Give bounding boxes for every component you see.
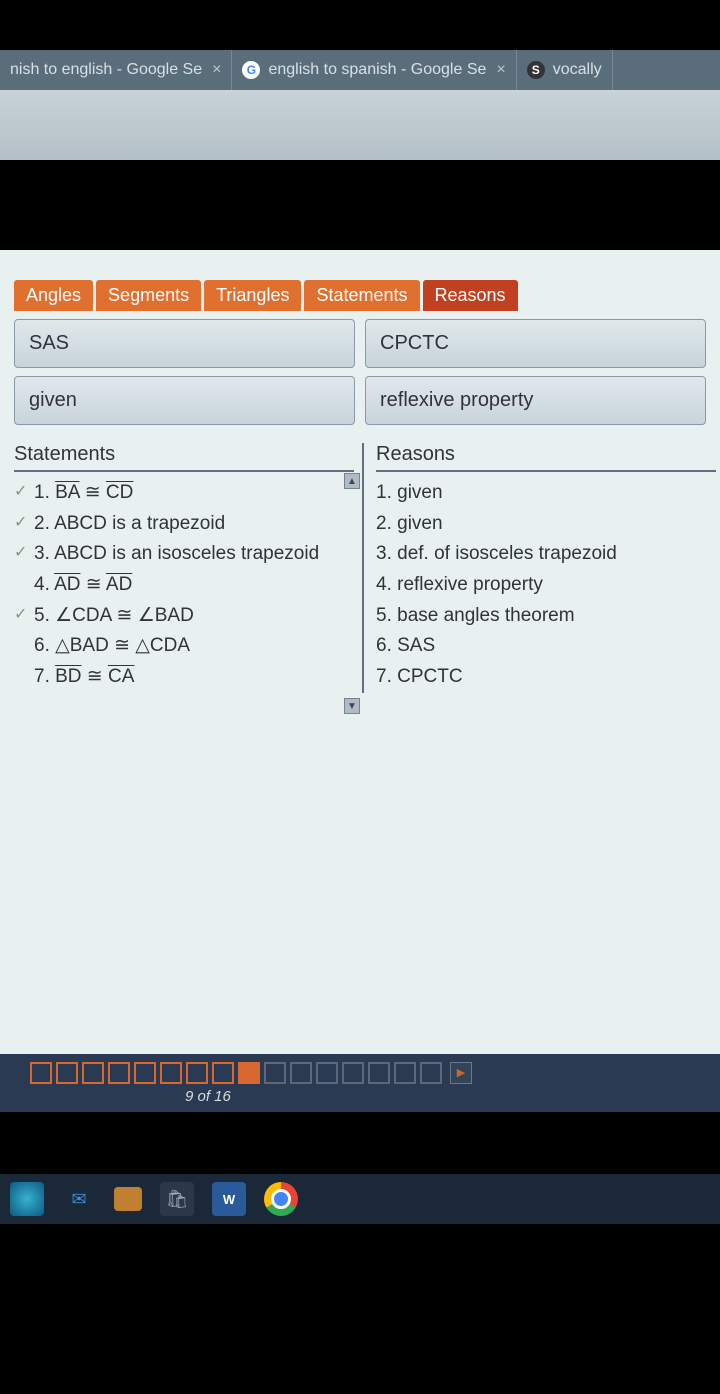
statement-text: 3. ABCD is an isosceles trapezoid xyxy=(34,542,354,567)
statement-text: 5. ∠CDA ≅ ∠BAD xyxy=(34,604,354,629)
site-favicon-icon: S xyxy=(527,61,545,79)
reason-row[interactable]: 7. CPCTC xyxy=(376,662,716,693)
statement-row[interactable]: ✓1. BA ≅ CD xyxy=(14,478,354,509)
reason-row[interactable]: 4. reflexive property xyxy=(376,570,716,601)
statements-header: Statements xyxy=(14,443,354,472)
check-icon: ✓ xyxy=(14,481,34,501)
store-icon[interactable]: 🛍 xyxy=(160,1182,194,1216)
check-icon: ✓ xyxy=(14,604,34,624)
progress-square-16[interactable] xyxy=(420,1062,442,1084)
tab-title: vocally xyxy=(553,61,602,79)
check-icon: ✓ xyxy=(14,542,34,562)
progress-square-10[interactable] xyxy=(264,1062,286,1084)
progress-square-3[interactable] xyxy=(82,1062,104,1084)
browser-tab-2[interactable]: S vocally xyxy=(517,50,613,90)
statement-row[interactable]: 4. AD ≅ AD xyxy=(14,570,354,601)
mail-icon[interactable]: ✉ xyxy=(62,1182,96,1216)
reason-text: 5. base angles theorem xyxy=(376,604,716,629)
reason-row[interactable]: 5. base angles theorem xyxy=(376,601,716,632)
tab-title: nish to english - Google Se xyxy=(10,61,202,79)
chrome-icon[interactable] xyxy=(264,1182,298,1216)
reason-text: 2. given xyxy=(376,512,716,537)
progress-square-9[interactable] xyxy=(238,1062,260,1084)
statement-text: 6. △BAD ≅ △CDA xyxy=(34,634,354,659)
progress-square-8[interactable] xyxy=(212,1062,234,1084)
progress-square-6[interactable] xyxy=(160,1062,182,1084)
progress-square-7[interactable] xyxy=(186,1062,208,1084)
browser-tab-strip: nish to english - Google Se × G english … xyxy=(0,50,720,90)
statement-text: 1. BA ≅ CD xyxy=(34,481,354,506)
option-row-1: SAS CPCTC xyxy=(0,311,720,368)
category-tabs: Angles Segments Triangles Statements Rea… xyxy=(0,250,720,311)
progress-square-15[interactable] xyxy=(394,1062,416,1084)
statements-column: Statements ✓1. BA ≅ CD✓2. ABCD is a trap… xyxy=(14,443,364,693)
progress-square-4[interactable] xyxy=(108,1062,130,1084)
statement-text: 7. BD ≅ CA xyxy=(34,665,354,690)
reason-text: 1. given xyxy=(376,481,716,506)
tab-title: english to spanish - Google Se xyxy=(268,61,486,79)
progress-square-5[interactable] xyxy=(134,1062,156,1084)
tab-segments[interactable]: Segments xyxy=(96,280,201,311)
windows-taskbar: ✉ 🛍 W xyxy=(0,1174,720,1224)
reason-text: 3. def. of isosceles trapezoid xyxy=(376,542,716,567)
statement-row[interactable]: ✓2. ABCD is a trapezoid xyxy=(14,509,354,540)
option-cpctc[interactable]: CPCTC xyxy=(365,319,706,368)
statement-text: 2. ABCD is a trapezoid xyxy=(34,512,354,537)
scroll-down-icon[interactable]: ▼ xyxy=(344,698,360,714)
check-icon: ✓ xyxy=(14,512,34,532)
statement-row[interactable]: ✓3. ABCD is an isosceles trapezoid xyxy=(14,539,354,570)
progress-square-12[interactable] xyxy=(316,1062,338,1084)
word-icon[interactable]: W xyxy=(212,1182,246,1216)
progress-nav: ▶ 9 of 16 xyxy=(0,1054,720,1112)
progress-square-13[interactable] xyxy=(342,1062,364,1084)
reason-row[interactable]: 2. given xyxy=(376,509,716,540)
file-explorer-icon[interactable] xyxy=(114,1187,142,1211)
browser-tab-0[interactable]: nish to english - Google Se × xyxy=(0,50,232,90)
reason-row[interactable]: 1. given xyxy=(376,478,716,509)
letterbox-top xyxy=(0,160,720,250)
play-next-icon[interactable]: ▶ xyxy=(450,1062,472,1084)
reason-text: 6. SAS xyxy=(376,634,716,659)
option-row-2: given reflexive property xyxy=(0,368,720,425)
progress-square-14[interactable] xyxy=(368,1062,390,1084)
browser-toolbar xyxy=(0,90,720,160)
option-given[interactable]: given xyxy=(14,376,355,425)
progress-square-1[interactable] xyxy=(30,1062,52,1084)
reason-row[interactable]: 3. def. of isosceles trapezoid xyxy=(376,539,716,570)
statement-row[interactable]: 7. BD ≅ CA xyxy=(14,662,354,693)
tab-angles[interactable]: Angles xyxy=(14,280,93,311)
progress-squares: ▶ xyxy=(30,1062,472,1084)
edge-icon[interactable] xyxy=(10,1182,44,1216)
progress-square-2[interactable] xyxy=(56,1062,78,1084)
progress-square-11[interactable] xyxy=(290,1062,312,1084)
option-sas[interactable]: SAS xyxy=(14,319,355,368)
app-content: Angles Segments Triangles Statements Rea… xyxy=(0,250,720,1054)
reason-row[interactable]: 6. SAS xyxy=(376,631,716,662)
scroll-up-icon[interactable]: ▲ xyxy=(344,473,360,489)
google-favicon-icon: G xyxy=(242,61,260,79)
tab-triangles[interactable]: Triangles xyxy=(204,280,301,311)
browser-tab-1[interactable]: G english to spanish - Google Se × xyxy=(232,50,516,90)
reason-text: 7. CPCTC xyxy=(376,665,716,690)
reasons-column: Reasons 1. given 2. given 3. def. of isosc… xyxy=(364,443,716,693)
tab-statements[interactable]: Statements xyxy=(304,280,419,311)
reasons-header: Reasons xyxy=(376,443,716,472)
statement-text: 4. AD ≅ AD xyxy=(34,573,354,598)
close-icon[interactable]: × xyxy=(212,61,221,79)
proof-table: Statements ✓1. BA ≅ CD✓2. ABCD is a trap… xyxy=(0,443,720,693)
close-icon[interactable]: × xyxy=(496,61,505,79)
statement-row[interactable]: ✓5. ∠CDA ≅ ∠BAD xyxy=(14,601,354,632)
statement-row[interactable]: 6. △BAD ≅ △CDA xyxy=(14,631,354,662)
reason-text: 4. reflexive property xyxy=(376,573,716,598)
progress-label: 9 of 16 xyxy=(185,1088,231,1105)
tab-reasons[interactable]: Reasons xyxy=(423,280,518,311)
option-reflexive[interactable]: reflexive property xyxy=(365,376,706,425)
